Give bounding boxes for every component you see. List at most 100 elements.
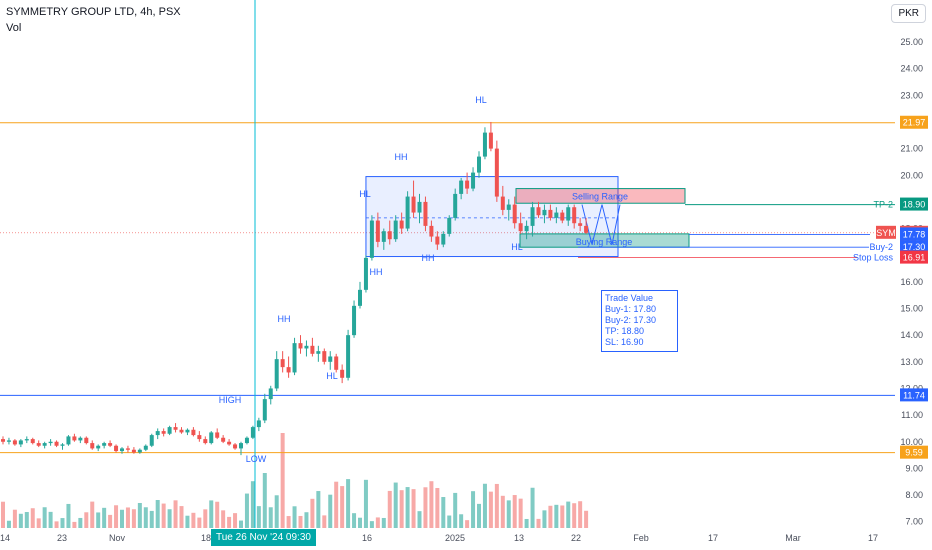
volume-bar <box>185 515 190 528</box>
volume-bar <box>334 481 339 528</box>
candle-body <box>203 439 208 444</box>
volume-bar <box>131 509 136 528</box>
swing-annotation: HH <box>422 253 435 263</box>
volume-bar <box>54 521 59 528</box>
volume-bar <box>310 498 315 528</box>
volume-bar <box>488 491 493 528</box>
candle-body <box>96 445 101 449</box>
volume-bar <box>292 506 297 528</box>
volume-bar <box>411 489 416 528</box>
candle-body <box>66 436 71 445</box>
volume-bar <box>125 507 130 528</box>
volume-bar <box>143 507 148 528</box>
candle-body <box>477 156 481 173</box>
volume-bar <box>322 515 327 528</box>
volume-bar <box>298 515 303 528</box>
y-tick-label: 9.00 <box>905 463 923 473</box>
candle-body <box>143 445 148 450</box>
price-tag-label: 21.97 <box>903 118 926 128</box>
candle-body <box>524 225 529 232</box>
candle-body <box>488 132 493 149</box>
volume-bar <box>280 433 285 528</box>
price-tag-label: 11.74 <box>903 390 925 400</box>
candle-body <box>578 223 583 226</box>
volume-bar <box>494 483 499 528</box>
volume-bar <box>358 517 362 528</box>
volume-bar <box>12 509 17 528</box>
candle-body <box>197 435 202 440</box>
candle-body <box>215 432 220 438</box>
candle-body <box>411 196 416 213</box>
volume-bar <box>221 510 226 528</box>
volume-bar <box>417 511 422 528</box>
candle-body <box>155 431 160 436</box>
candle-body <box>149 435 154 446</box>
volume-bar <box>518 498 523 528</box>
price-tag-label: 9.59 <box>905 448 923 458</box>
candle-body <box>530 207 535 226</box>
candle-body <box>262 399 267 421</box>
candle-body <box>417 201 422 213</box>
candle-body <box>512 204 517 224</box>
candle-body <box>108 443 113 446</box>
volume-bar <box>578 501 583 528</box>
swing-annotation: HL <box>326 371 338 381</box>
candle-body <box>423 201 428 226</box>
x-tick-label: 14 <box>0 533 10 543</box>
volume-bar <box>459 514 464 528</box>
candle-body <box>316 351 321 354</box>
candle-body <box>185 429 190 433</box>
price-tag-bg <box>900 240 928 254</box>
volume-bar <box>530 487 535 528</box>
volume-bar <box>250 481 255 528</box>
candle-body <box>256 420 261 428</box>
candle-body <box>137 449 142 453</box>
volume-bar <box>18 513 23 528</box>
x-tick-label: 18 <box>201 533 211 543</box>
candle-body <box>375 220 380 242</box>
candle-body <box>465 180 470 189</box>
volume-bar <box>108 514 113 528</box>
candle-body <box>393 220 398 240</box>
volume-bar <box>1 501 5 528</box>
candle-body <box>274 359 279 389</box>
y-tick-label: 21.00 <box>900 144 923 154</box>
y-tick-label: 23.00 <box>900 90 923 100</box>
price-tag-bg <box>900 115 928 129</box>
buying-range-label: Buying Range <box>576 237 633 247</box>
volume-bar <box>268 507 273 528</box>
candle-body <box>506 204 511 210</box>
swing-annotation: HIGH <box>219 395 242 405</box>
trade-box-title: Trade Value <box>605 293 654 303</box>
candle-body <box>286 367 291 373</box>
candle-body <box>161 431 166 434</box>
swing-annotation: HH <box>370 267 383 277</box>
volume-bar <box>137 502 142 528</box>
price-tag-label: 18.90 <box>903 200 926 210</box>
volume-bar <box>42 507 47 528</box>
x-tick-label: 2025 <box>445 533 465 543</box>
candle-body <box>244 437 249 444</box>
candle-body <box>548 209 553 218</box>
candle-body <box>292 343 297 373</box>
volume-label: Vol <box>6 22 22 34</box>
volume-bar <box>346 479 351 528</box>
candle-body <box>435 236 440 245</box>
volume-bar <box>197 517 202 528</box>
candle-body <box>322 351 327 362</box>
volume-bar <box>506 500 511 528</box>
volume-bar <box>447 515 452 528</box>
candle-body <box>209 432 214 444</box>
candle-body <box>471 172 476 189</box>
candle-body <box>36 443 41 446</box>
volume-bar <box>572 503 577 528</box>
currency-button[interactable]: PKR <box>891 4 926 23</box>
volume-bar <box>453 492 458 528</box>
trade-box-buy2: Buy-2: 17.30 <box>605 315 657 325</box>
volume-bar <box>536 518 541 528</box>
candle-body <box>447 217 452 234</box>
candle-body <box>18 440 23 445</box>
volume-bar <box>167 509 172 528</box>
candle-body <box>60 444 65 446</box>
